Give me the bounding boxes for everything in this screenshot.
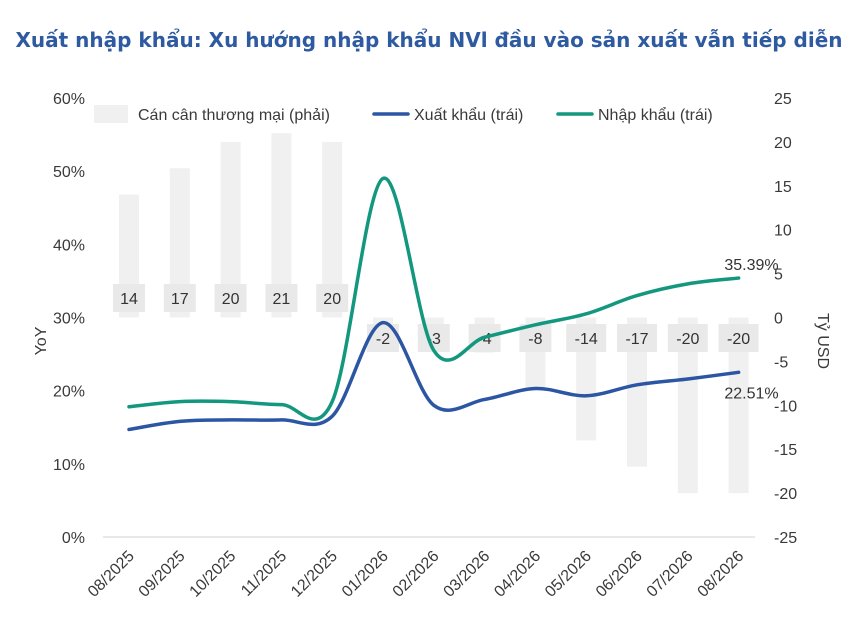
right-tick-label: 15 bbox=[774, 179, 792, 196]
x-tick-label: 11/2025 bbox=[238, 548, 290, 600]
x-tick-label: 04/2026 bbox=[491, 548, 544, 601]
lines-group: 22.51% 35.39% bbox=[127, 176, 779, 432]
export-end-label: 22.51% bbox=[724, 385, 778, 402]
legend-label: Cán cân thương mại (phải) bbox=[138, 107, 330, 124]
x-tick-label: 03/2026 bbox=[441, 548, 494, 601]
balance-bar bbox=[271, 133, 292, 318]
bar-data-label: 20 bbox=[222, 291, 240, 308]
bar-label-box bbox=[265, 284, 298, 312]
x-tick-label: 02/2026 bbox=[390, 548, 443, 601]
balance-bar bbox=[627, 317, 647, 467]
left-tick-label: 20% bbox=[53, 384, 85, 401]
left-tick-label: 10% bbox=[53, 457, 85, 474]
bar-data-label: 17 bbox=[171, 291, 189, 308]
legend-label: Xuất khẩu (trái) bbox=[414, 106, 523, 124]
bar-label-box bbox=[667, 324, 708, 352]
balance-bar bbox=[728, 317, 749, 494]
x-tick-label: 08/2025 bbox=[85, 548, 138, 601]
bar-label-box bbox=[163, 284, 196, 312]
bar-data-label: -8 bbox=[528, 331, 542, 348]
bar-label-box bbox=[566, 324, 607, 352]
bar-label-box bbox=[113, 284, 145, 312]
left-tick-label: 50% bbox=[53, 164, 85, 181]
bar-data-label: -2 bbox=[376, 331, 390, 348]
right-tick-label: -5 bbox=[774, 354, 788, 371]
bar-data-label: 21 bbox=[273, 291, 291, 308]
x-tick-label: 09/2025 bbox=[136, 548, 189, 601]
x-tick-label: 10/2025 bbox=[187, 548, 240, 601]
chart-title: Xuất nhập khẩu: Xu hướng nhập khẩu NVl đ… bbox=[15, 28, 842, 52]
right-tick-label: 25 bbox=[774, 91, 792, 108]
right-tick-label: -20 bbox=[774, 486, 797, 503]
left-tick-label: 60% bbox=[53, 91, 85, 108]
bars-group bbox=[119, 133, 749, 494]
right-axis-title: Tỷ USD bbox=[814, 313, 831, 369]
bar-label-box bbox=[316, 284, 349, 312]
bar-data-label: 20 bbox=[323, 291, 341, 308]
bar-labels-group: 14 17 20 21 20-2 -3 -4 -8 -14 -17 -20 -20 bbox=[113, 284, 759, 352]
bar-label-box bbox=[214, 284, 247, 312]
bar-data-label: -17 bbox=[625, 331, 648, 348]
right-tick-label: -15 bbox=[774, 442, 797, 459]
balance-bar bbox=[322, 141, 343, 318]
left-tick-label: 40% bbox=[53, 237, 85, 254]
bar-label-box bbox=[617, 324, 657, 352]
bar-data-label: -14 bbox=[575, 331, 598, 348]
right-tick-label: 0 bbox=[774, 311, 783, 328]
x-tick-label: 01/2026 bbox=[339, 548, 392, 601]
legend-swatch-balance bbox=[94, 105, 128, 123]
legend-label: Nhập khẩu (trái) bbox=[598, 106, 713, 124]
balance-bar bbox=[169, 168, 190, 318]
balance-bar bbox=[220, 141, 241, 318]
export-line bbox=[127, 320, 741, 432]
left-tick-label: 30% bbox=[53, 311, 85, 328]
balance-bar bbox=[677, 317, 698, 494]
bar-data-label: 14 bbox=[120, 291, 138, 308]
x-tick-label: 07/2026 bbox=[644, 548, 697, 601]
right-tick-label: -10 bbox=[774, 398, 797, 415]
legend: Cán cân thương mại (phải) Xuất khẩu (trái… bbox=[94, 105, 713, 124]
right-tick-label: -25 bbox=[774, 530, 797, 547]
x-tick-label: 05/2026 bbox=[542, 548, 595, 601]
bar-label-box bbox=[718, 324, 759, 352]
x-tick-label: 08/2026 bbox=[695, 548, 748, 601]
import-line bbox=[127, 176, 741, 421]
right-tick-label: 10 bbox=[774, 223, 792, 240]
right-tick-label: 5 bbox=[774, 267, 783, 284]
x-tick-label: 12/2025 bbox=[288, 548, 341, 601]
x-tick-label: 06/2026 bbox=[593, 548, 646, 601]
left-tick-label: 0% bbox=[62, 530, 85, 547]
left-axis-title: YoY bbox=[33, 326, 50, 355]
import-end-label: 35.39% bbox=[724, 257, 778, 274]
bar-data-label: -20 bbox=[676, 331, 699, 348]
bar-data-label: -20 bbox=[727, 331, 750, 348]
right-tick-label: 20 bbox=[774, 135, 792, 152]
